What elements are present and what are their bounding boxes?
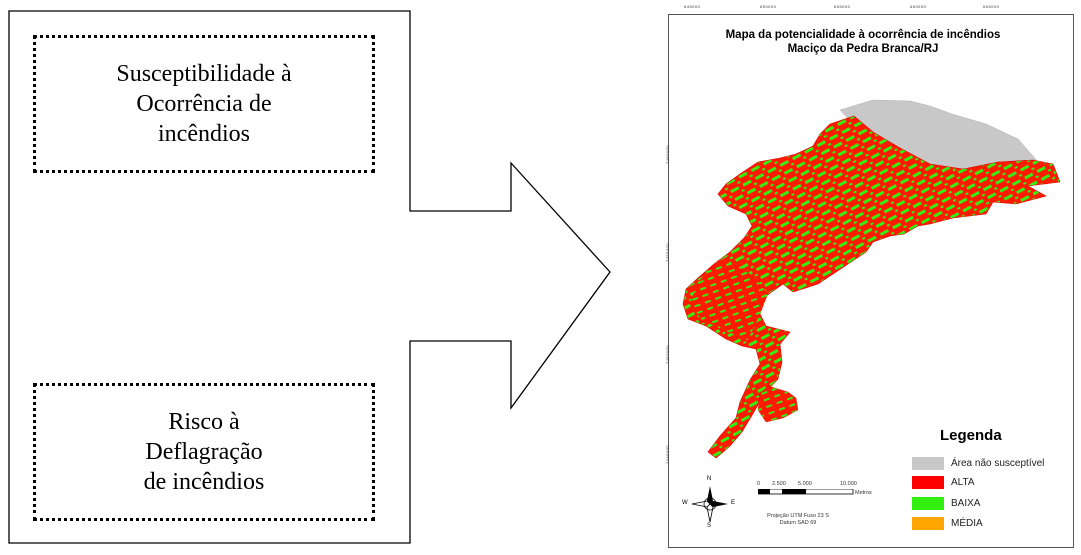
map-top-tick: 645000: [684, 4, 701, 9]
legend-label: BAIXA: [951, 497, 981, 509]
fire-potential-map: [682, 99, 1061, 459]
legend-swatch: [912, 475, 944, 489]
arrow-frame: [8, 10, 611, 544]
risk-line-3: de incêndios: [143, 469, 265, 495]
scale-unit: Metros: [855, 490, 872, 496]
legend-label: ALTA: [951, 476, 975, 488]
flow-diagram: [8, 10, 611, 544]
compass-north-label: N: [707, 476, 712, 482]
legend-swatch: [912, 496, 944, 510]
scale-label: 5.000: [798, 481, 812, 487]
fire-potential-region-tail: [757, 385, 799, 423]
susceptibility-box: Susceptibilidade à Ocorrência de incêndi…: [33, 35, 375, 173]
risk-line-2: Deflagração: [145, 439, 263, 465]
susceptibility-line-2: Ocorrência de: [136, 91, 272, 117]
susceptibility-line-1: Susceptibilidade à: [116, 61, 292, 87]
legend-swatch: [912, 516, 944, 530]
legend-title: Legenda: [940, 427, 1002, 444]
map-top-tick: 665000: [983, 4, 1000, 9]
scale-label: 0: [757, 481, 761, 487]
map-top-tick: 650000: [760, 4, 777, 9]
map-subtitle: Maciço da Pedra Branca/RJ: [787, 43, 939, 55]
map-title: Mapa da potencialidade à ocorrência de i…: [725, 29, 1001, 41]
compass-east-label: E: [731, 500, 736, 506]
legend-item: ALTA: [912, 475, 975, 489]
legend-label: MÉDIA: [951, 517, 983, 529]
susceptibility-line-3: incêndios: [158, 121, 250, 147]
fire-potential-region-detail: [690, 262, 768, 340]
fire-potential-region: [682, 115, 1061, 459]
map-top-tick: 660000: [910, 4, 927, 9]
north-arrow-icon: [691, 486, 728, 523]
map-top-tick: 655000: [834, 4, 851, 9]
legend-item: Área não susceptível: [912, 456, 1044, 470]
legend-item: BAIXA: [912, 496, 980, 510]
legend-swatch: [912, 456, 944, 470]
scale-label: 2.500: [772, 481, 786, 487]
legend-label: Área não susceptível: [951, 457, 1045, 469]
scale-bar: [758, 489, 854, 495]
scale-label: 10.000: [840, 481, 857, 487]
compass-south-label: S: [707, 523, 712, 529]
legend-item: MÉDIA: [912, 516, 983, 530]
risk-box: Risco à Deflagração de incêndios: [33, 383, 375, 521]
projection-line-1: Projeção UTM Fuso 23 S: [767, 513, 829, 519]
projection-line-2: Datum SAD 69: [779, 520, 817, 526]
compass-west-label: W: [682, 500, 688, 506]
risk-line-1: Risco à: [168, 409, 240, 435]
